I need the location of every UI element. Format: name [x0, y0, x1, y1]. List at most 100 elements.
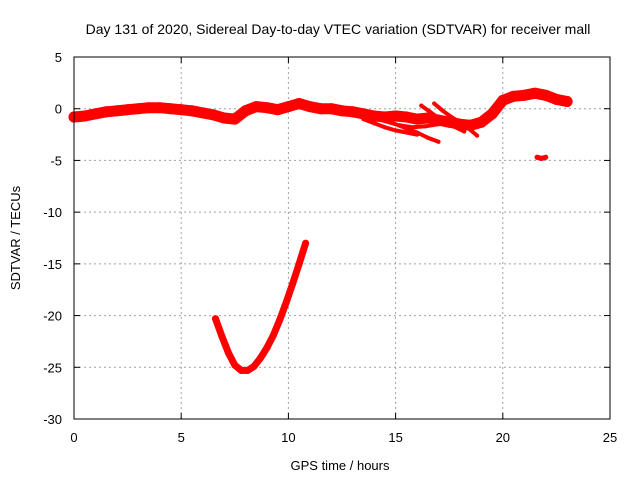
- main-track-point: [207, 109, 219, 121]
- series-v-shaped-arc: [212, 239, 310, 374]
- v-shaped-arc-point: [263, 344, 271, 352]
- v-shaped-arc-point: [218, 332, 226, 340]
- branch-5-point: [436, 122, 441, 127]
- main-track-point: [422, 112, 434, 124]
- plot-frame: [73, 56, 611, 420]
- branch-4-point: [457, 120, 462, 125]
- v-shaped-arc-point: [289, 280, 297, 287]
- y-tick-label: -25: [43, 360, 62, 375]
- main-track-point: [390, 110, 402, 122]
- branch-4-point: [449, 115, 454, 119]
- main-track-point: [282, 101, 294, 113]
- v-shaped-arc-point: [295, 260, 303, 268]
- branch-3-point: [427, 109, 432, 114]
- v-shaped-arc-point: [250, 362, 258, 370]
- v-shaped-arc-point: [231, 361, 239, 369]
- series-branch-5: [397, 120, 454, 130]
- main-track-point: [197, 107, 209, 119]
- series-branch-2: [372, 116, 441, 144]
- branch-4-point: [432, 101, 437, 106]
- v-shaped-arc-point: [282, 298, 290, 306]
- main-track-point: [89, 108, 101, 120]
- main-track-point: [508, 90, 519, 102]
- main-track-point: [540, 89, 552, 101]
- main-track-point: [175, 104, 187, 116]
- branch-2-point: [415, 130, 419, 135]
- branch-3-point: [436, 116, 441, 120]
- main-track-point: [400, 111, 412, 123]
- v-shaped-arc-point: [302, 239, 310, 247]
- v-shaped-arc-point: [257, 354, 264, 362]
- branch-3-point: [453, 125, 458, 130]
- isolated-cluster-point: [543, 154, 549, 160]
- main-track-point: [336, 105, 348, 117]
- branch-2-point: [372, 116, 377, 120]
- x-tick-label: 10: [281, 430, 295, 445]
- branch-2-point: [382, 119, 387, 124]
- y-tick-label: 5: [55, 50, 62, 65]
- y-tick-label: -30: [43, 412, 62, 427]
- main-track-point: [561, 96, 573, 107]
- main-track-point: [165, 103, 176, 115]
- main-track-point: [218, 112, 230, 124]
- branch-2-point: [425, 135, 430, 140]
- x-tick-label: 15: [388, 430, 402, 445]
- branch-5-point: [449, 120, 454, 125]
- y-tick-label: -20: [43, 309, 62, 324]
- branch-1-point: [372, 121, 377, 126]
- main-track-point: [475, 116, 487, 128]
- x-tick-label: 25: [603, 430, 617, 445]
- main-track-point: [486, 108, 498, 120]
- v-shaped-arc-point: [276, 316, 284, 324]
- main-track-point: [229, 113, 241, 125]
- main-track-point: [154, 102, 166, 114]
- main-track-point: [518, 89, 530, 101]
- main-track-point: [293, 98, 305, 109]
- chart-title: Day 131 of 2020, Sidereal Day-to-day VTE…: [86, 21, 591, 37]
- series-branch-1: [361, 117, 419, 137]
- main-track-point: [315, 103, 327, 115]
- main-track-point: [357, 108, 369, 120]
- y-axis-label: SDTVAR / TECUs: [8, 185, 23, 290]
- branch-4-point: [440, 108, 445, 113]
- main-track-point: [79, 110, 91, 122]
- branch-2-point: [393, 122, 398, 127]
- branch-5-point: [397, 123, 402, 128]
- series-layer: [68, 87, 573, 374]
- branch-1-point: [361, 117, 366, 122]
- main-track-point: [261, 102, 273, 114]
- branch-4-point: [466, 126, 471, 131]
- x-tick-label: 20: [496, 430, 510, 445]
- branch-3-point: [462, 129, 467, 134]
- series-main-track: [68, 87, 573, 131]
- v-shaped-arc-point: [224, 349, 232, 357]
- branch-2-point: [436, 139, 441, 144]
- x-axis-label: GPS time / hours: [291, 458, 390, 473]
- y-tick-label: -5: [50, 153, 62, 168]
- main-track-point: [411, 113, 423, 125]
- y-tick-label: 0: [55, 102, 62, 117]
- main-track-point: [325, 103, 337, 115]
- main-track-point: [111, 105, 123, 117]
- branch-1-point: [404, 130, 409, 135]
- y-tick-label: -10: [43, 205, 62, 220]
- series-isolated-cluster: [534, 154, 549, 161]
- main-track-point: [250, 101, 262, 113]
- v-shaped-arc-point: [212, 315, 219, 323]
- y-tick-label: -15: [43, 257, 62, 272]
- ticks: [73, 56, 611, 420]
- main-track-point: [529, 87, 541, 99]
- y-tick-labels: 5 0 -5 -10 -15 -20 -25 -30: [43, 50, 62, 427]
- main-track-point: [272, 104, 284, 116]
- main-track-point: [497, 94, 509, 106]
- main-track-point: [132, 103, 144, 115]
- v-shaped-arc-point: [269, 331, 277, 339]
- main-track-point: [304, 101, 316, 113]
- v-shaped-arc-point: [244, 366, 252, 374]
- main-track-point: [186, 105, 198, 117]
- series-branch-4: [432, 101, 480, 138]
- main-track-point: [100, 106, 112, 118]
- main-track-point: [143, 102, 155, 114]
- main-track-point: [347, 106, 359, 118]
